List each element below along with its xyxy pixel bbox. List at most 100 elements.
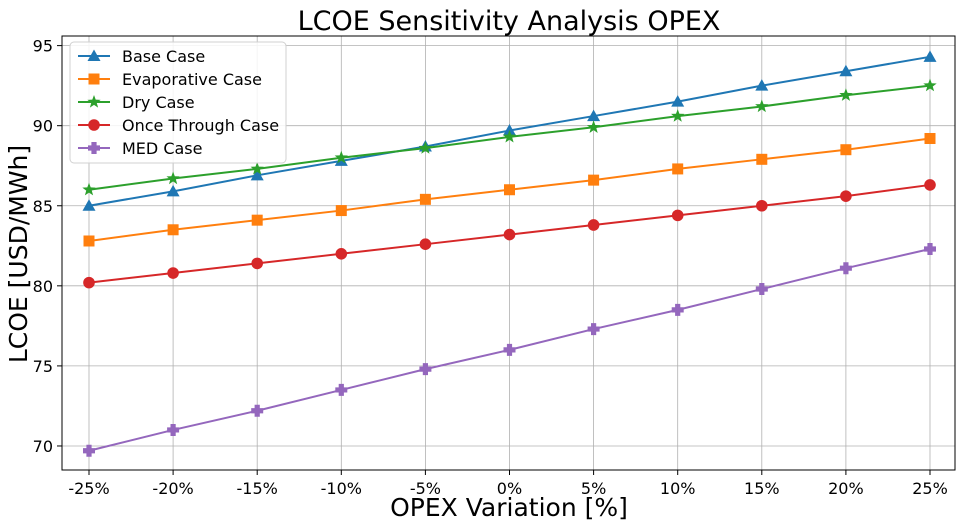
y-tick-label: 70 (33, 437, 53, 456)
legend-box (69, 41, 287, 164)
data-point (923, 78, 937, 92)
data-point (419, 363, 432, 376)
y-tick-label: 75 (33, 357, 53, 376)
data-point (166, 171, 180, 185)
x-tick-label: 5% (581, 479, 606, 498)
data-point (586, 120, 601, 133)
data-point (924, 132, 936, 144)
legend-label: Once Through Case (122, 116, 279, 135)
data-point (840, 190, 852, 202)
data-point (251, 404, 264, 417)
data-point (755, 79, 769, 91)
y-axis-label: LCOE [USD/MWh] (4, 145, 33, 363)
series-evaporative-case (83, 132, 936, 247)
data-point (923, 50, 937, 62)
data-point (167, 224, 179, 236)
data-point (504, 184, 515, 196)
x-tick-label: 25% (912, 479, 948, 498)
data-point (503, 123, 516, 136)
x-tick-label: 20% (828, 479, 864, 498)
data-point (250, 161, 264, 175)
data-point (82, 182, 96, 196)
y-tick-label: 80 (33, 277, 53, 296)
data-point (839, 88, 853, 101)
legend-item: Base Case (78, 47, 205, 66)
legend: Base Case Evaporative Case Dry Case Once Th… (69, 41, 287, 164)
legend-item: Once Through Case (78, 116, 279, 135)
y-tick-label: 85 (33, 197, 53, 216)
chart-title: LCOE Sensitivity Analysis OPEX (298, 6, 721, 37)
data-point (756, 153, 768, 165)
series-med-case (83, 243, 936, 457)
data-point (250, 168, 264, 181)
x-tick-label: -10% (321, 479, 362, 498)
data-point (334, 150, 348, 164)
data-point (251, 214, 263, 226)
x-tick-label: 15% (744, 479, 780, 498)
data-point (755, 283, 768, 296)
data-point (672, 163, 684, 175)
legend-marker (88, 142, 100, 154)
data-point (167, 423, 180, 436)
data-point (503, 228, 516, 241)
series-layer (82, 50, 937, 457)
data-point (840, 144, 852, 156)
y-tick-label: 90 (33, 117, 53, 136)
data-point (166, 184, 180, 197)
data-point (83, 444, 95, 457)
data-point (671, 95, 685, 107)
data-point (924, 179, 936, 191)
data-point (755, 99, 769, 113)
data-point (419, 238, 432, 250)
data-point (419, 193, 431, 205)
legend-item: Dry Case (78, 93, 195, 112)
legend-marker (88, 73, 100, 85)
ticks: -25% -20% -15% -10% -5% 0% 5% 10% 15% 20% 25% 70 75 8… (33, 37, 948, 498)
x-tick-label: -15% (237, 479, 278, 498)
legend-marker (87, 95, 101, 108)
data-point (335, 248, 348, 260)
legend-marker (87, 49, 101, 61)
series-dry-case (82, 78, 937, 196)
data-point (418, 141, 433, 154)
data-point (671, 109, 685, 122)
x-tick-label: -25% (68, 479, 109, 498)
data-point (82, 199, 96, 211)
series-once-through-case (83, 179, 936, 289)
x-tick-label: 0% (497, 479, 522, 498)
data-point (502, 129, 517, 143)
data-point (671, 303, 684, 316)
data-point (756, 199, 768, 212)
legend-marker (88, 119, 100, 131)
legend-label: Evaporative Case (122, 70, 262, 89)
data-point (83, 235, 95, 247)
legend-label: MED Case (122, 139, 202, 158)
x-tick-label: -5% (410, 479, 441, 498)
data-point (587, 219, 600, 231)
legend-label: Dry Case (122, 93, 195, 112)
legend-label: Base Case (122, 47, 205, 66)
x-axis-label: OPEX Variation [%] (390, 493, 628, 522)
legend-item: MED Case (78, 139, 202, 158)
data-point (587, 323, 600, 336)
data-point (83, 276, 95, 289)
y-tick-label: 95 (33, 37, 53, 56)
x-tick-label: -20% (152, 479, 193, 498)
data-point (503, 343, 516, 356)
data-point (587, 109, 601, 122)
x-tick-label: 10% (660, 479, 696, 498)
data-point (588, 174, 600, 186)
data-point (924, 243, 936, 255)
data-point (839, 64, 853, 77)
data-point (167, 267, 179, 279)
legend-item: Evaporative Case (78, 70, 262, 89)
data-point (335, 205, 347, 217)
data-point (335, 383, 348, 396)
data-point (671, 209, 684, 222)
data-point (251, 257, 263, 270)
data-point (839, 262, 852, 275)
grid (62, 36, 955, 470)
plot-frame (61, 35, 956, 471)
